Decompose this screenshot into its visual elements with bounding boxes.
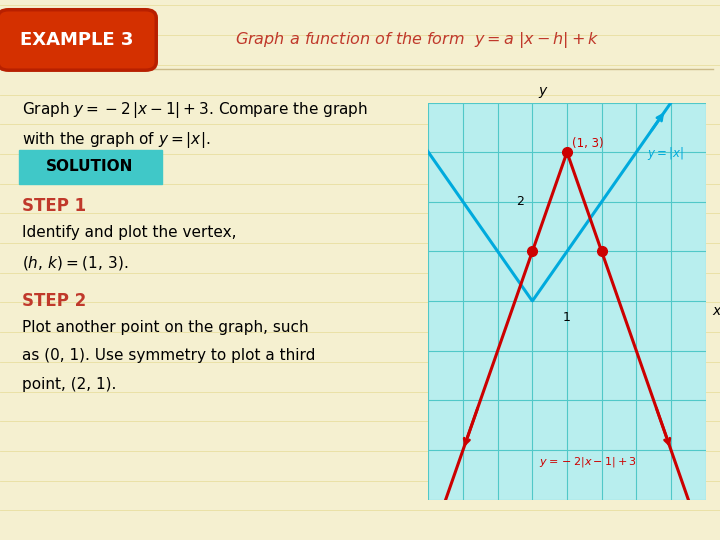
Text: Identify and plot the vertex,: Identify and plot the vertex, [22, 225, 236, 240]
Text: y: y [539, 84, 546, 98]
Text: 1: 1 [563, 311, 571, 324]
Text: 2: 2 [516, 195, 523, 208]
Text: Plot another point on the graph, such: Plot another point on the graph, such [22, 320, 308, 335]
Text: point, (2, 1).: point, (2, 1). [22, 377, 116, 392]
Text: SOLUTION: SOLUTION [46, 159, 134, 174]
Text: Graph $y = -2\,|x - 1| + 3$. Compare the graph: Graph $y = -2\,|x - 1| + 3$. Compare the… [22, 100, 367, 120]
Text: STEP 2: STEP 2 [22, 292, 86, 309]
Text: as (0, 1). Use symmetry to plot a third: as (0, 1). Use symmetry to plot a third [22, 348, 315, 363]
Text: (1, 3): (1, 3) [572, 137, 604, 150]
Text: STEP 1: STEP 1 [22, 197, 86, 215]
Text: EXAMPLE 3: EXAMPLE 3 [20, 31, 134, 49]
FancyBboxPatch shape [19, 150, 162, 184]
FancyBboxPatch shape [0, 10, 156, 70]
Text: $y = |x|$: $y = |x|$ [647, 145, 684, 162]
Text: $(h,\,k) = (1,\,3)$.: $(h,\,k) = (1,\,3)$. [22, 254, 128, 272]
Text: x: x [713, 304, 720, 318]
Text: with the graph of $y = |x|$.: with the graph of $y = |x|$. [22, 130, 210, 150]
Text: $y = -2|x - 1| + 3$: $y = -2|x - 1| + 3$ [539, 455, 637, 469]
Text: Graph a function of the form  $y = a\ |x - h| + k$: Graph a function of the form $y = a\ |x … [235, 30, 600, 50]
